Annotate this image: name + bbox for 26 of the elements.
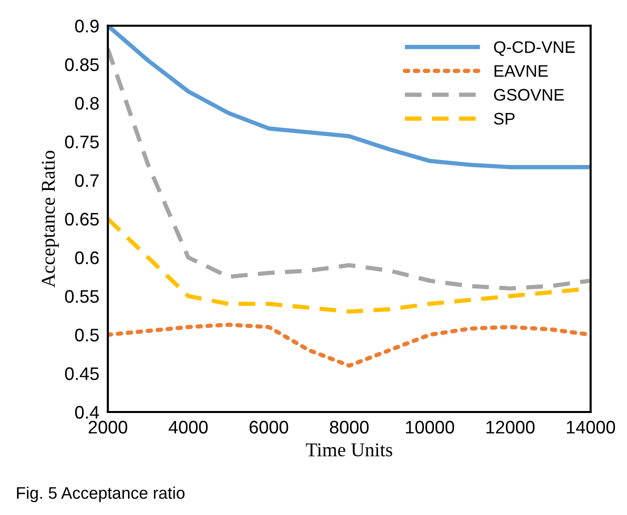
legend-label: GSOVNE: [494, 88, 564, 101]
legend-label: SP: [494, 112, 515, 125]
x-tick-label: 8000: [330, 420, 369, 434]
y-tick-label: 0.7: [75, 174, 99, 187]
y-tick-label: 0.5: [75, 328, 99, 342]
x-tick-label: 14000: [566, 420, 616, 434]
y-tick-label: 0.45: [65, 367, 99, 380]
x-tick-label: 4000: [168, 420, 208, 434]
x-tick-label: 6000: [250, 420, 288, 434]
y-tick-label: 0.8: [75, 96, 99, 110]
x-tick-label: 2000: [88, 420, 128, 434]
x-axis-title: Time Units: [306, 443, 392, 456]
line-series: [108, 216, 591, 314]
y-tick-label: 0.75: [65, 136, 99, 148]
y-tick-label: 0.55: [65, 290, 99, 303]
y-tick-label: 0.85: [65, 58, 99, 72]
legend-label: Q-CD-VNE: [494, 41, 575, 56]
y-axis-title: Acceptance Ratio: [42, 150, 59, 288]
legend-label: EAVNE: [494, 65, 548, 77]
x-tick-label: 12000: [486, 420, 535, 434]
y-tick-label: 0.9: [75, 20, 99, 32]
y-tick-label: 0.4: [75, 406, 99, 419]
y-tick-label: 0.6: [75, 251, 99, 264]
y-tick-label: 0.65: [65, 212, 99, 226]
x-tick-label: 10000: [406, 420, 454, 434]
caption: Fig. 5 Acceptance ratio: [17, 486, 185, 502]
